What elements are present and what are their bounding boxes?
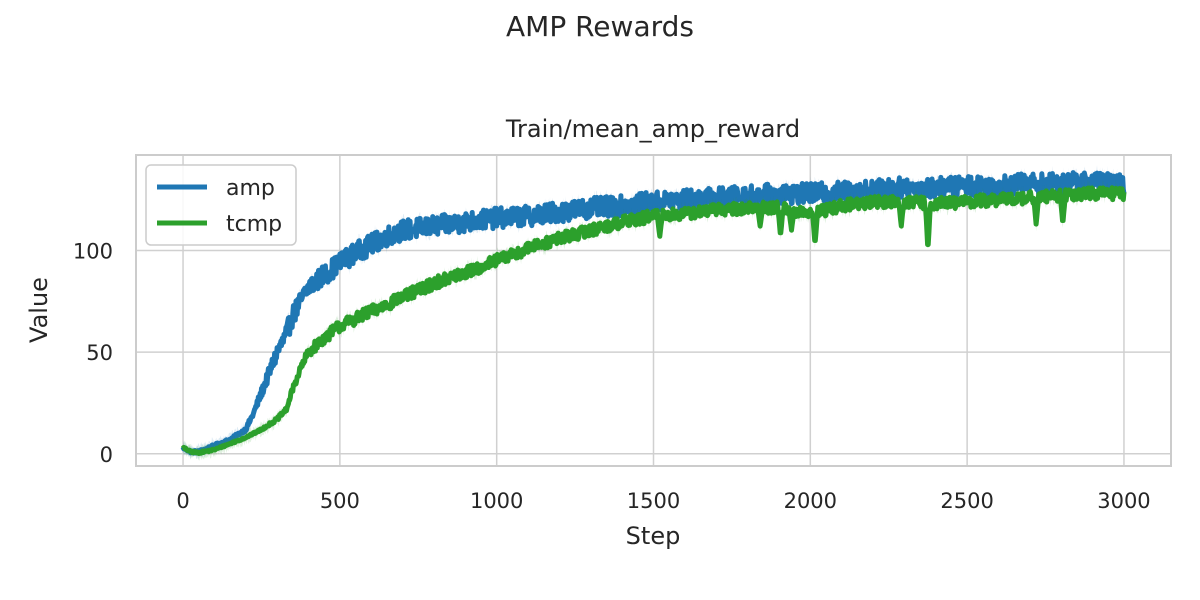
x-tick-label: 2500 <box>940 489 993 513</box>
y-tick-label: 50 <box>86 341 113 365</box>
x-tick-label: 500 <box>320 489 360 513</box>
x-tick-label: 1500 <box>627 489 680 513</box>
legend-label-amp: amp <box>226 176 275 201</box>
legend: amp tcmp <box>145 164 297 246</box>
series-line-amp <box>180 170 1127 456</box>
series-layer <box>180 165 1127 461</box>
legend-label-tcmp: tcmp <box>226 212 282 237</box>
axes-title: Train/mean_amp_reward <box>505 115 800 143</box>
series-line-tcmp <box>180 185 1127 456</box>
x-tick-label: 1000 <box>470 489 523 513</box>
y-tick-label: 100 <box>73 240 113 264</box>
y-tick-labels: 0 50 100 <box>73 240 113 467</box>
figure-title: AMP Rewards <box>506 10 694 43</box>
x-tick-label: 2000 <box>784 489 837 513</box>
x-tick-label: 0 <box>176 489 189 513</box>
x-tick-label: 3000 <box>1097 489 1150 513</box>
y-axis-label: Value <box>25 277 53 343</box>
y-tick-label: 0 <box>100 443 113 467</box>
x-tick-labels: 0 500 1000 1500 2000 2500 3000 <box>176 489 1150 513</box>
axes-frame <box>135 154 1172 467</box>
x-axis-label: Step <box>626 522 681 550</box>
